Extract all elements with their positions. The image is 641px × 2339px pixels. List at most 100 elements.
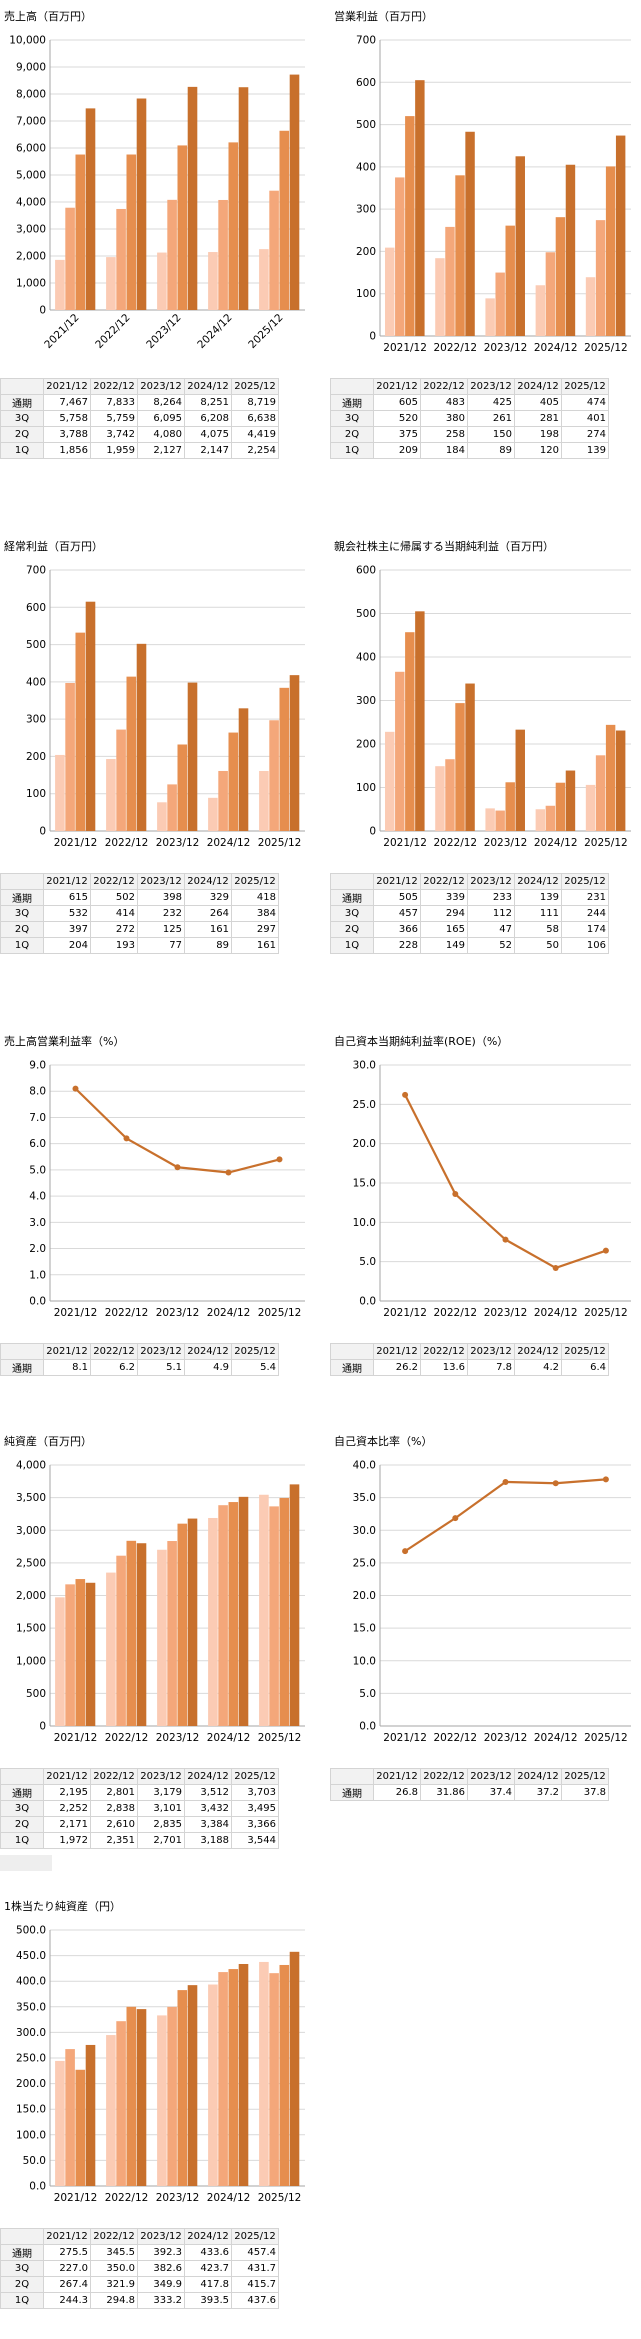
bar-3Q-2022/12 [126, 1540, 137, 1726]
table-cell: 139 [514, 889, 562, 906]
x-tick-label: 2021/12 [54, 1307, 98, 1319]
y-tick-label: 100.0 [16, 2129, 46, 2141]
bar-2Q-2022/12 [116, 208, 126, 310]
table-cell: 474 [561, 394, 609, 411]
bar-2Q-2023/12 [167, 2006, 177, 2186]
y-tick-label: 300 [356, 695, 376, 707]
bar-1Q-2024/12 [208, 252, 218, 310]
y-tick-label: 5.0 [29, 1164, 46, 1176]
table-cell: 3,366 [231, 1816, 279, 1833]
data-table: 2021/12 2022/12 2023/12 2024/12 2025/12 通期 275… [0, 2228, 279, 2309]
data-table: 2021/12 2022/12 2023/12 2024/12 2025/12 通期 505… [330, 873, 609, 954]
table-cell: 5.4 [231, 1359, 279, 1376]
bar-1Q-2022/12 [106, 2035, 116, 2186]
chart-title: 純資産（百万円） [4, 1435, 92, 1448]
table-cell: 425 [467, 394, 515, 411]
chart-net_income: 0 100 200 300 400 500 600 2021/12 2022/12 2023/12… [356, 565, 631, 849]
bar-3Q-2023/12 [505, 782, 515, 831]
table-cell: 209 [373, 442, 421, 459]
y-tick-label: 600 [356, 565, 376, 577]
table-row-label: 通期 [0, 1784, 44, 1801]
table-cell: 2,252 [43, 1800, 91, 1817]
bar-1Q-2023/12 [157, 252, 167, 310]
x-tick-label: 2022/12 [105, 837, 149, 849]
table-row-label: 通期 [330, 1359, 374, 1376]
table-cell: 26.8 [373, 1784, 421, 1801]
y-tick-label: 50.0 [23, 2155, 46, 2167]
y-tick-label: 100 [356, 782, 376, 794]
point-2022/12 [123, 1135, 130, 1142]
x-tick-label: 2025/12 [258, 1307, 302, 1319]
chart-title: 1株当たり純資産（円） [4, 1900, 121, 1913]
y-tick-label: 2,000 [16, 1590, 46, 1602]
bar-2Q-2021/12 [65, 207, 75, 310]
table-cell: 5,759 [90, 410, 138, 427]
table-cell: 437.6 [231, 2292, 279, 2309]
bar-1Q-2025/12 [259, 770, 269, 831]
table-cell: 150 [467, 426, 515, 443]
table-cell: 457 [373, 905, 421, 922]
x-tick-label: 2022/12 [105, 2192, 149, 2204]
table-col-header: 2024/12 [514, 378, 562, 395]
bar-1Q-2022/12 [435, 766, 445, 831]
chart-sales: 0 1,000 2,000 3,000 4,000 5,000 6,000 7,000 8,00… [9, 35, 305, 351]
table-cell: 345.5 [90, 2244, 138, 2261]
bar-2Q-2023/12 [167, 1541, 177, 1726]
table-row: 通期 505 339 233 139 231 [330, 889, 609, 906]
table-col-header: 2022/12 [90, 2228, 138, 2245]
table-cell: 405 [514, 394, 562, 411]
table-col-header: 2025/12 [231, 873, 279, 890]
bar-通期-2022/12 [136, 98, 147, 310]
table-col-header: 2024/12 [514, 1768, 562, 1785]
y-tick-label: 35.0 [353, 1492, 376, 1504]
table-cell: 258 [420, 426, 468, 443]
table-cell: 3,188 [184, 1832, 232, 1849]
table-cell: 193 [90, 937, 138, 954]
bar-通期-2023/12 [515, 156, 525, 336]
table-cell: 281 [514, 410, 562, 427]
chart-title: 自己資本比率（%） [334, 1435, 433, 1448]
table-cell: 4.9 [184, 1359, 232, 1376]
table-cell: 520 [373, 410, 421, 427]
table-row-label: 2Q [0, 1816, 44, 1833]
x-tick-label: 2023/12 [484, 342, 528, 354]
table-row: 2Q 366 165 47 58 174 [330, 921, 609, 938]
table-cell: 1,856 [43, 442, 91, 459]
table-cell: 392.3 [137, 2244, 185, 2261]
table-row: 2Q 2,171 2,610 2,835 3,384 3,366 [0, 1816, 279, 1833]
x-tick-label: 2024/12 [534, 342, 578, 354]
table-cell: 8,251 [184, 394, 232, 411]
table-corner [330, 378, 374, 395]
table-cell: 4.2 [514, 1359, 562, 1376]
table-cell: 3,703 [231, 1784, 279, 1801]
table-col-header: 2025/12 [561, 1343, 609, 1360]
bar-3Q-2022/12 [126, 676, 137, 831]
x-tick-label: 2024/12 [207, 1732, 251, 1744]
table-cell: 3,544 [231, 1832, 279, 1849]
y-tick-label: 0 [369, 826, 376, 838]
table-cell: 297 [231, 921, 279, 938]
table-cell: 274 [561, 426, 609, 443]
bar-2Q-2024/12 [218, 1505, 228, 1726]
table-row: 3Q 520 380 261 281 401 [330, 410, 609, 427]
table-row: 2Q 375 258 150 198 274 [330, 426, 609, 443]
data-table: 2021/12 2022/12 2023/12 2024/12 2025/12 通期 26.… [330, 1768, 609, 1801]
table-cell: 47 [467, 921, 515, 938]
y-tick-label: 1,500 [16, 1623, 46, 1635]
bar-通期-2024/12 [238, 1496, 249, 1726]
table-col-header: 2022/12 [420, 378, 468, 395]
table-cell: 161 [231, 937, 279, 954]
bar-3Q-2024/12 [555, 782, 566, 831]
table-row-label: 1Q [330, 442, 374, 459]
bar-2Q-2024/12 [218, 199, 228, 310]
bar-2Q-2023/12 [495, 810, 505, 831]
table-cell: 228 [373, 937, 421, 954]
table-cell: 382.6 [137, 2260, 185, 2277]
table-col-header: 2021/12 [43, 378, 91, 395]
y-tick-label: 400 [26, 676, 46, 688]
y-tick-label: 10,000 [9, 35, 46, 47]
table-cell: 4,080 [137, 426, 185, 443]
y-tick-label: 9,000 [16, 62, 46, 74]
chart-op_margin: 0.0 1.0 2.0 3.0 4.0 5.0 6.0 7.0 8.0 9.0 2021/12 202… [29, 1060, 305, 1319]
table-cell: 1,959 [90, 442, 138, 459]
